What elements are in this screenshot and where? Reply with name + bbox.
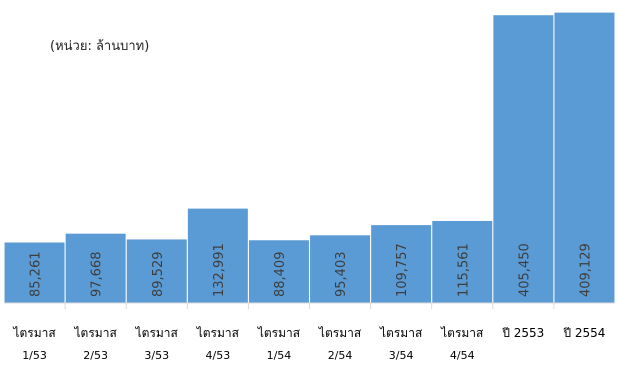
x-tick-label-5-line-1: ไตรมาส <box>257 326 301 340</box>
x-tick-label-8-line-1: ไตรมาส <box>440 326 484 340</box>
data-label-10: 409,129 <box>578 243 593 297</box>
bar-2 <box>65 233 126 303</box>
data-label-2: 97,668 <box>90 252 105 298</box>
bar-8 <box>432 220 493 303</box>
bar-9 <box>493 15 554 303</box>
x-tick-label-3-line-2: 3/53 <box>144 349 169 362</box>
data-label-8: 115,561 <box>456 243 471 297</box>
bar-7 <box>371 225 432 303</box>
data-label-7: 109,757 <box>395 243 410 297</box>
data-label-6: 95,403 <box>334 252 349 298</box>
bar-10 <box>554 12 615 304</box>
data-label-3: 89,529 <box>151 252 166 298</box>
x-tick-label-6-line-1: ไตรมาส <box>318 326 362 340</box>
x-tick-label-6-line-2: 2/54 <box>328 349 353 362</box>
bar-1 <box>4 242 65 303</box>
x-tick-label-3-line-1: ไตรมาส <box>135 326 179 340</box>
x-tick-label-2-line-1: ไตรมาส <box>74 326 118 340</box>
x-tick-label-7-line-1: ไตรมาส <box>379 326 423 340</box>
bar-6 <box>310 235 371 303</box>
labels-group: 85,261 ไตรมาส 1/53 97,668 ไตรมาส 2/53 89,529 ไต… <box>12 243 605 362</box>
x-tick-label-1-line-2: 1/53 <box>22 349 47 362</box>
x-tick-label-9: ปี 2553 <box>502 326 545 340</box>
bar-3 <box>126 239 187 303</box>
x-tick-label-4-line-2: 4/53 <box>205 349 230 362</box>
data-label-4: 132,991 <box>212 243 227 297</box>
bars-group <box>4 12 615 304</box>
x-tick-label-2-line-2: 2/53 <box>83 349 108 362</box>
x-tick-label-4-line-1: ไตรมาส <box>196 326 240 340</box>
bar-5 <box>248 240 309 303</box>
x-tick-label-7-line-2: 3/54 <box>389 349 414 362</box>
x-tick-label-1-line-1: ไตรมาส <box>12 326 56 340</box>
unit-note: (หน่วย: ล้านบาท) <box>50 39 150 54</box>
x-axis <box>4 302 615 309</box>
bar-4 <box>187 208 248 303</box>
data-label-1: 85,261 <box>29 252 44 298</box>
x-tick-label-8-line-2: 4/54 <box>450 349 475 362</box>
x-tick-label-10: ปี 2554 <box>563 326 606 340</box>
data-label-9: 405,450 <box>517 243 532 297</box>
x-tick-label-5-line-2: 1/54 <box>267 349 292 362</box>
data-label-5: 88,409 <box>273 252 288 298</box>
